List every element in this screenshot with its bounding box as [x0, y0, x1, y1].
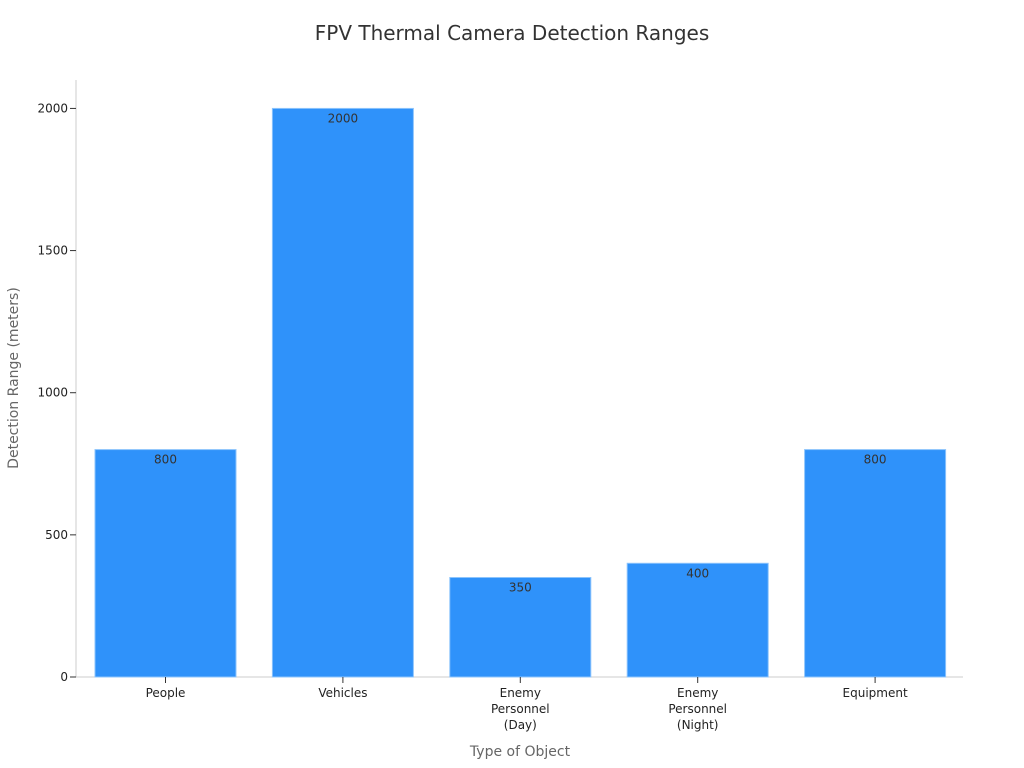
- y-tick-label: 1000: [37, 386, 68, 400]
- bar-value-label: 350: [509, 581, 532, 595]
- y-tick-label: 1500: [37, 244, 68, 258]
- bar: [626, 562, 769, 678]
- x-axis-title: Type of Object: [469, 744, 571, 760]
- x-tick-label: Equipment: [843, 686, 908, 700]
- bar: [804, 449, 947, 678]
- y-tick-label: 2000: [37, 101, 68, 115]
- bar: [271, 107, 414, 678]
- bar-value-label: 800: [864, 453, 887, 467]
- x-tick-label: People: [146, 686, 186, 700]
- bar: [94, 449, 237, 678]
- y-tick-label: 0: [60, 670, 68, 684]
- x-tick-label: Vehicles: [318, 686, 367, 700]
- chart-title: FPV Thermal Camera Detection Ranges: [315, 21, 710, 45]
- x-tick-label: Enemy Personnel (Day): [491, 686, 550, 732]
- bar-value-label: 2000: [328, 111, 359, 125]
- bar-value-label: 800: [154, 453, 177, 467]
- x-tick-label: Enemy Personnel (Night): [668, 686, 727, 732]
- y-tick-label: 500: [45, 528, 68, 542]
- bar-value-label: 400: [686, 566, 709, 580]
- plot-area: 0 500 1000 1500 2000 800 People 2000 Vehicles 350…: [37, 80, 963, 732]
- bar: [449, 577, 592, 678]
- y-axis-title: Detection Range (meters): [6, 287, 22, 469]
